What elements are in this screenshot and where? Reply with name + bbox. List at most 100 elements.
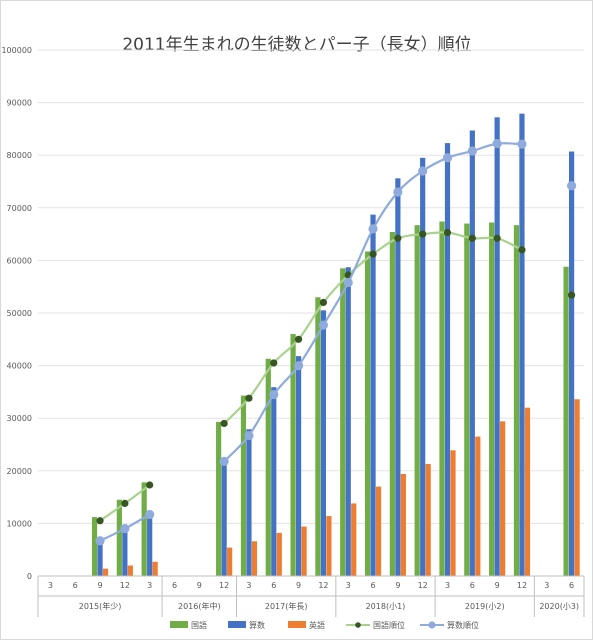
marker-算数順位 bbox=[442, 153, 453, 163]
x-tick-label: 3 bbox=[48, 581, 53, 590]
bar-英語 bbox=[127, 565, 133, 576]
marker-算数順位 bbox=[318, 320, 329, 330]
bar-算数 bbox=[395, 178, 401, 576]
legend-label: 国語順位 bbox=[373, 620, 405, 630]
marker-国語順位 bbox=[121, 499, 129, 508]
legend-label: 算数順位 bbox=[447, 620, 479, 630]
marker-算数順位 bbox=[566, 181, 577, 191]
legend-label: 国語 bbox=[191, 620, 207, 630]
y-tick-label: 20000 bbox=[7, 467, 32, 476]
bar-算数 bbox=[370, 214, 376, 576]
bar-算数 bbox=[345, 267, 351, 576]
x-group-label: 2018(小1) bbox=[366, 602, 406, 611]
marker-国語順位 bbox=[319, 298, 328, 307]
bar-英語 bbox=[524, 407, 531, 576]
marker-国語順位 bbox=[146, 481, 154, 489]
bar-国語 bbox=[340, 268, 346, 576]
legend-marker bbox=[355, 622, 361, 628]
bar-英語 bbox=[500, 421, 506, 576]
bar-算数 bbox=[97, 541, 103, 576]
bar-国語 bbox=[91, 517, 98, 576]
bar-算数 bbox=[320, 310, 327, 576]
legend-swatch bbox=[288, 621, 306, 628]
bar-英語 bbox=[251, 541, 258, 576]
bar-英語 bbox=[152, 561, 158, 576]
x-tick-label: 9 bbox=[296, 581, 301, 590]
bar-算数 bbox=[122, 529, 128, 576]
marker-国語順位 bbox=[567, 291, 576, 299]
y-tick-label: 10000 bbox=[7, 519, 32, 528]
x-tick-label: 9 bbox=[495, 581, 500, 590]
bar-英語 bbox=[326, 516, 332, 576]
x-group-label: 2017(年長) bbox=[265, 601, 308, 611]
bar-算数 bbox=[420, 157, 426, 576]
bar-算数 bbox=[295, 356, 302, 576]
marker-算数順位 bbox=[467, 146, 477, 156]
bar-国語 bbox=[389, 231, 395, 576]
x-tick-label: 3 bbox=[544, 581, 549, 590]
bar-国語 bbox=[414, 225, 420, 576]
marker-国語順位 bbox=[220, 419, 228, 428]
marker-算数順位 bbox=[418, 166, 428, 176]
x-tick-label: 6 bbox=[73, 581, 78, 590]
bar-国語 bbox=[563, 266, 569, 576]
x-tick-label: 6 bbox=[172, 581, 177, 590]
x-tick-label: 12 bbox=[120, 581, 130, 590]
bar-英語 bbox=[475, 436, 481, 576]
bar-英語 bbox=[400, 473, 406, 576]
bar-算数 bbox=[147, 512, 153, 576]
bar-英語 bbox=[425, 463, 431, 576]
marker-国語順位 bbox=[394, 234, 402, 242]
bar-国語 bbox=[216, 421, 222, 576]
bar-英語 bbox=[450, 450, 456, 576]
bar-国語 bbox=[364, 251, 371, 576]
marker-国語順位 bbox=[518, 246, 526, 254]
x-tick-label: 3 bbox=[346, 581, 351, 590]
bar-国語 bbox=[265, 358, 271, 576]
line-layer bbox=[95, 139, 577, 546]
bar-国語 bbox=[489, 222, 495, 576]
x-tick-label: 3 bbox=[147, 581, 152, 590]
marker-算数順位 bbox=[393, 187, 403, 197]
x-tick-label: 3 bbox=[246, 581, 251, 590]
x-tick-label: 9 bbox=[197, 581, 202, 590]
y-tick-label: 50000 bbox=[7, 309, 32, 318]
y-tick-label: 30000 bbox=[7, 414, 32, 423]
bar-国語 bbox=[315, 297, 321, 576]
bar-算数 bbox=[444, 143, 451, 577]
legend-swatch bbox=[228, 621, 246, 628]
bar-国語 bbox=[439, 221, 445, 576]
marker-算数順位 bbox=[368, 224, 378, 234]
bar-算数 bbox=[494, 117, 500, 576]
marker-国語順位 bbox=[468, 234, 476, 242]
bar-算数 bbox=[469, 130, 475, 576]
marker-算数順位 bbox=[219, 456, 229, 466]
marker-国語順位 bbox=[443, 228, 452, 237]
x-tick-label: 9 bbox=[97, 581, 102, 590]
marker-算数順位 bbox=[269, 389, 279, 400]
legend-swatch bbox=[170, 621, 188, 628]
x-tick-label: 12 bbox=[517, 581, 527, 590]
axis-layer: 0 10000 20000 30000 40000 50000 60000 70000 8000… bbox=[1, 46, 585, 617]
marker-算数順位 bbox=[244, 430, 254, 441]
bar-英語 bbox=[351, 503, 357, 576]
bar-英語 bbox=[574, 399, 580, 576]
bar-国語 bbox=[290, 334, 296, 576]
x-group-label: 2019(小2) bbox=[465, 602, 505, 611]
y-tick-label: 80000 bbox=[7, 151, 32, 160]
marker-国語順位 bbox=[369, 250, 377, 258]
bar-英語 bbox=[276, 532, 282, 576]
bar-国語 bbox=[116, 499, 122, 576]
x-tick-label: 6 bbox=[271, 581, 276, 590]
chart-title: 2011年生まれの生徒数とパー子（長女）順位 bbox=[122, 35, 471, 55]
bar-英語 bbox=[375, 486, 382, 576]
y-tick-label: 90000 bbox=[7, 99, 32, 108]
bar-算数 bbox=[246, 429, 252, 576]
x-tick-label: 12 bbox=[219, 581, 229, 590]
marker-国語順位 bbox=[245, 394, 253, 402]
x-group-label: 2020(小3) bbox=[539, 602, 579, 611]
marker-国語順位 bbox=[96, 517, 104, 525]
legend-label: 英語 bbox=[309, 620, 325, 630]
bar-算数 bbox=[519, 113, 525, 577]
bar-算数 bbox=[221, 461, 227, 576]
